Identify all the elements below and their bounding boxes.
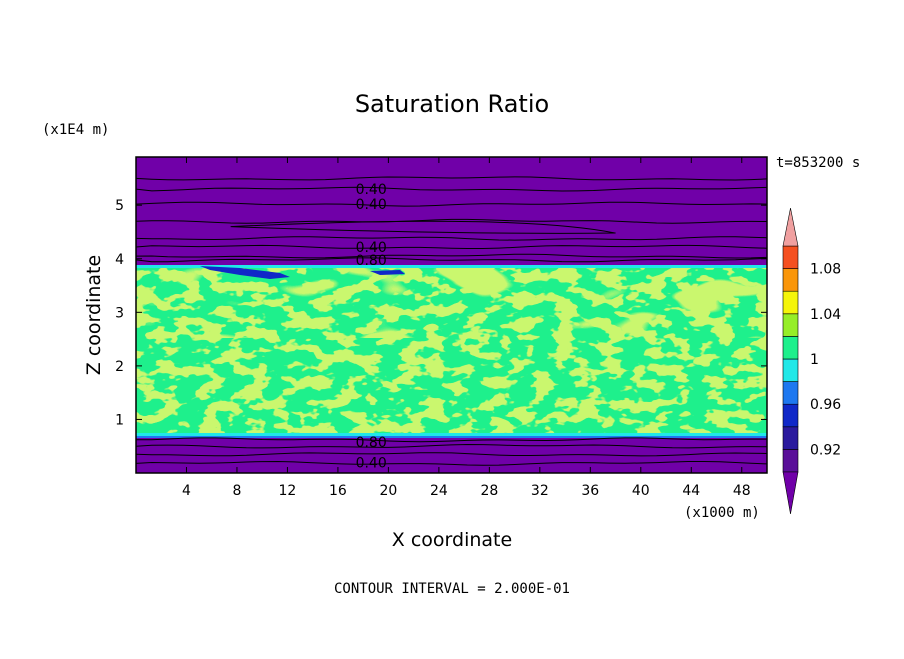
colorbar-label: 1 — [810, 352, 819, 368]
colorbar-under-triangle — [782, 471, 799, 515]
contour-line — [136, 437, 767, 443]
contour-label: 0.40 — [356, 182, 387, 198]
contour-line — [136, 460, 767, 466]
contour-label: 0.80 — [356, 253, 387, 269]
x-tick-label: 8 — [232, 483, 241, 499]
layer-top-blue-patch — [200, 266, 290, 279]
contour-labels: 0.400.400.400.800.800.40 — [356, 182, 387, 471]
colorbar-swatch — [782, 358, 799, 382]
colorbar-swatch — [782, 426, 799, 450]
colorbar-label: 0.96 — [810, 397, 841, 413]
x-tick-label: 32 — [531, 483, 549, 499]
x-tick-label: 4 — [182, 483, 191, 499]
layer-bottom-cyan-edge — [136, 433, 767, 436]
x-tick-label: 48 — [733, 483, 751, 499]
y-tick-label: 4 — [115, 252, 124, 268]
colorbar: 1.08 1.04 1 0.96 0.92 — [782, 207, 841, 515]
contour-line — [136, 176, 767, 181]
contour-interval-note: CONTOUR INTERVAL = 2.000E-01 — [334, 581, 570, 597]
contour-line — [136, 236, 767, 241]
chart-title: Saturation Ratio — [355, 90, 549, 118]
x-tick-label: 40 — [632, 483, 650, 499]
x-tick-label: 28 — [480, 483, 498, 499]
colorbar-over-triangle — [782, 207, 799, 247]
contour-line — [136, 257, 767, 263]
contour-label: 0.80 — [356, 435, 387, 451]
colorbar-swatch — [782, 403, 799, 428]
layer-top-blue-patch — [370, 270, 405, 275]
x-tick-label: 24 — [430, 483, 448, 499]
y-tick-label: 2 — [115, 359, 124, 375]
x-tick-label: 44 — [682, 483, 700, 499]
moist-layer-patches — [136, 268, 767, 338]
y-axis-title: Z coordinate — [83, 255, 105, 375]
y-unit-label: (x1E4 m) — [42, 122, 109, 138]
colorbar-swatch — [782, 449, 799, 473]
contour-label: 0.40 — [356, 240, 387, 256]
contour-lines — [136, 176, 767, 466]
contour-line — [136, 218, 767, 224]
colorbar-swatch — [782, 381, 799, 405]
contour-line — [136, 443, 767, 449]
layer-bottom-blue-edge — [136, 436, 767, 438]
colorbar-swatch — [782, 245, 799, 269]
colorbar-swatch — [782, 290, 799, 315]
y-axis: 1 2 3 4 5 — [115, 198, 767, 428]
colorbar-label: 1.08 — [810, 262, 841, 278]
colorbar-label: 0.92 — [810, 442, 841, 458]
x-tick-label: 36 — [581, 483, 599, 499]
x-tick-label: 20 — [379, 483, 397, 499]
plot-frame — [135, 156, 768, 474]
colorbar-swatch — [782, 313, 799, 337]
contour-line — [230, 220, 616, 234]
y-tick-label: 1 — [115, 412, 124, 428]
contour-line — [136, 244, 767, 249]
y-tick-label: 5 — [115, 198, 124, 214]
contour-label: 0.40 — [356, 197, 387, 213]
contour-line — [136, 452, 767, 457]
x-tick-label: 12 — [279, 483, 297, 499]
contour-line — [136, 201, 767, 207]
contour-line — [136, 253, 767, 259]
contour-label: 0.40 — [356, 455, 387, 471]
colorbar-label: 1.04 — [810, 307, 841, 323]
plot-area: 0.400.400.400.800.800.40 — [136, 157, 767, 473]
x-axis-title: X coordinate — [392, 529, 512, 551]
y-tick-label: 3 — [115, 305, 124, 321]
contour-line — [136, 186, 767, 192]
x-unit-label: (x1000 m) — [684, 505, 760, 521]
time-label: t=853200 s — [776, 155, 860, 171]
x-axis: 4 8 12 16 20 24 28 32 36 40 44 48 — [182, 157, 751, 499]
colorbar-swatch — [782, 268, 799, 292]
layer-top-cyan-edge — [136, 265, 767, 268]
x-tick-label: 16 — [329, 483, 347, 499]
colorbar-swatch — [782, 336, 799, 360]
